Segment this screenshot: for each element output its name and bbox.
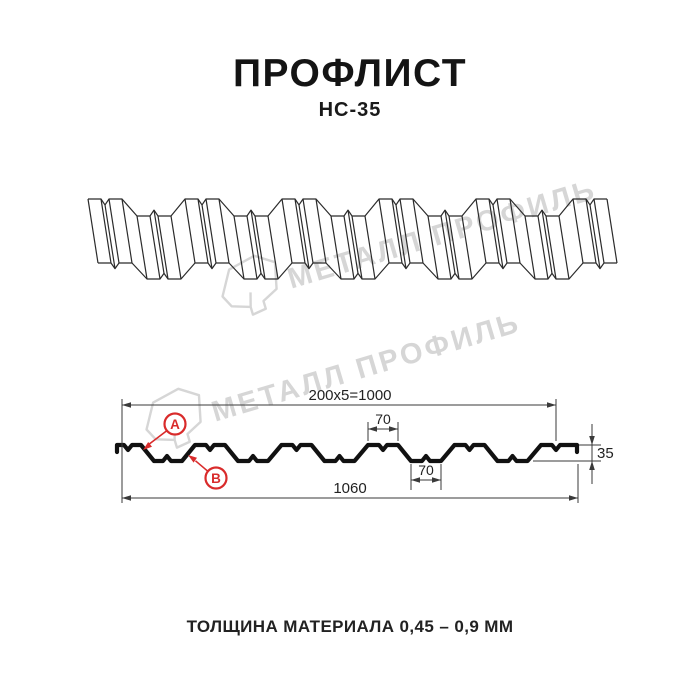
fold-line	[294, 198, 306, 264]
marker-a-circle	[163, 412, 187, 436]
fold-line	[496, 198, 508, 264]
fold-line	[440, 215, 452, 280]
fold-line	[448, 215, 460, 280]
fold-line	[541, 209, 553, 274]
page-title: ПРОФЛИСТ	[232, 52, 468, 95]
fold-line	[395, 204, 407, 269]
fold-line	[412, 198, 424, 264]
fold-line	[205, 198, 217, 264]
fold-line	[108, 198, 120, 264]
fold-line	[233, 215, 245, 280]
fold-line	[315, 198, 327, 264]
dim-rib-top: 70	[368, 411, 398, 432]
marker-a-letter: A	[170, 417, 180, 432]
metall-profil-logo-icon	[221, 254, 278, 316]
fold-line	[492, 204, 504, 269]
fold-line	[589, 204, 601, 269]
fold-line	[201, 204, 213, 269]
fold-line	[558, 215, 570, 280]
marker-a-arrow	[143, 442, 152, 450]
fold-line	[170, 215, 182, 280]
fold-line	[347, 209, 359, 274]
fold-line	[343, 215, 355, 280]
fold-line	[572, 198, 584, 264]
fold-line	[364, 215, 376, 280]
dim-rib-bottom-label: 70	[418, 462, 434, 478]
marker-b-circle	[204, 466, 228, 490]
cross-section-view: 200x5=1000 1060 70 70	[114, 387, 614, 503]
fold-line	[267, 215, 279, 280]
fold-line	[136, 215, 148, 280]
dim-overall-label: 1060	[333, 480, 366, 497]
watermark-text: МЕТАЛЛ ПРОФИЛЬ	[284, 174, 600, 296]
fold-line	[254, 215, 266, 280]
fold-line	[537, 215, 549, 280]
fold-line	[100, 198, 112, 264]
fold-line	[475, 198, 487, 264]
fold-line	[87, 198, 99, 264]
fold-line	[104, 204, 116, 269]
extension-lines	[121, 399, 601, 503]
dim-pitch-label: 200x5=1000	[309, 387, 392, 404]
fold-line	[246, 215, 258, 280]
fold-line	[298, 204, 310, 269]
marker-b: B	[188, 455, 228, 490]
fold-line	[509, 198, 521, 264]
fold-line	[461, 215, 473, 280]
fold-line	[302, 198, 314, 264]
thickness-note: ТОЛЩИНА МАТЕРИАЛА 0,45 – 0,9 ММ	[186, 617, 514, 636]
dim-height: 35	[589, 424, 614, 484]
fold-line	[444, 209, 456, 274]
fold-line	[378, 198, 390, 264]
fold-line	[399, 198, 411, 264]
marker-a: A	[143, 412, 187, 450]
marker-b-letter: B	[211, 471, 221, 486]
fold-line	[250, 209, 262, 274]
fold-line	[157, 215, 169, 280]
dim-rib-bottom: 70	[411, 462, 441, 483]
fold-line	[391, 198, 403, 264]
fold-line	[153, 209, 165, 274]
fold-line	[281, 198, 293, 264]
profile-outline	[114, 442, 580, 464]
fold-line	[149, 215, 161, 280]
dim-pitch: 200x5=1000	[122, 387, 556, 408]
fold-line	[545, 215, 557, 280]
fold-line	[184, 198, 196, 264]
fold-line	[585, 198, 597, 264]
sheet-3d-view	[87, 198, 618, 280]
fold-line	[524, 215, 536, 280]
watermark-text: МЕТАЛЛ ПРОФИЛЬ	[208, 307, 524, 429]
fold-line	[121, 198, 133, 264]
marker-b-arrow	[188, 455, 197, 463]
fold-line	[593, 198, 605, 264]
dim-rib-top-label: 70	[375, 411, 391, 427]
watermark-section: МЕТАЛЛ ПРОФИЛЬ	[145, 307, 525, 449]
fold-line	[218, 198, 230, 264]
fold-line	[488, 198, 500, 264]
dim-overall: 1060	[122, 480, 578, 501]
fold-line	[330, 215, 342, 280]
fold-line	[427, 215, 439, 280]
fold-line	[351, 215, 363, 280]
fold-line	[606, 198, 618, 264]
profile-model-label: НС-35	[318, 99, 382, 121]
dim-height-label: 35	[597, 445, 614, 462]
fold-line	[197, 198, 209, 264]
